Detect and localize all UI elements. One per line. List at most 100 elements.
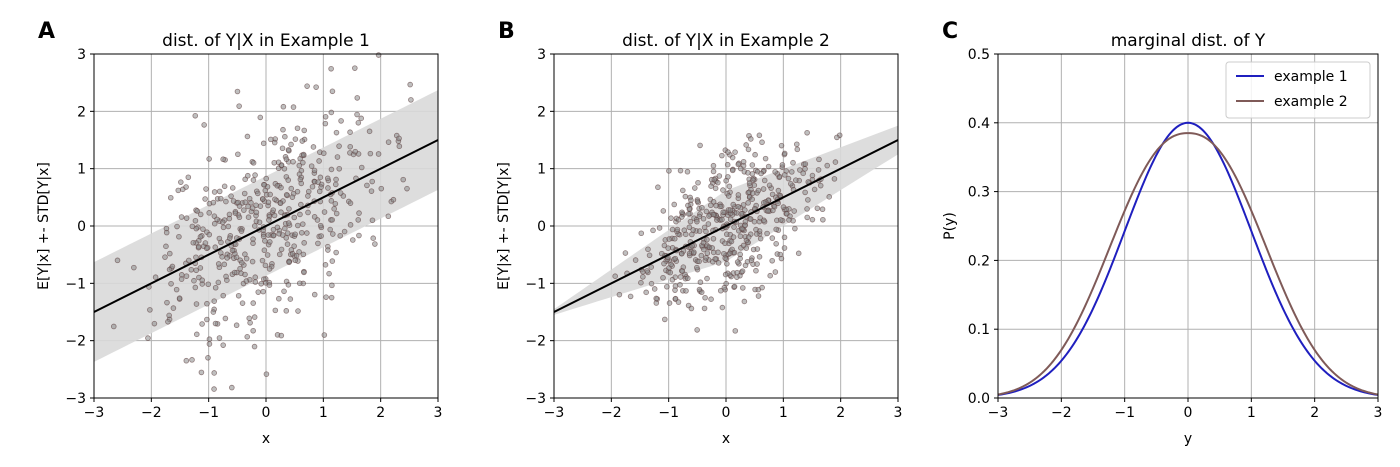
scatter-point — [215, 261, 222, 267]
scatter-point — [300, 251, 307, 258]
scatter-point — [261, 181, 267, 188]
scatter-point — [745, 234, 752, 240]
scatter-point — [685, 211, 692, 217]
scatter-point — [792, 225, 798, 232]
scatter-point — [696, 228, 703, 234]
scatter-point — [250, 160, 257, 166]
scatter-point — [164, 299, 170, 306]
scatter-point — [735, 192, 742, 198]
scatter-point — [218, 239, 224, 246]
scatter-point — [804, 214, 810, 221]
scatter-point — [708, 183, 714, 190]
scatter-point — [725, 193, 732, 199]
scatter-point — [356, 232, 362, 239]
scatter-point — [651, 286, 658, 292]
scatter-point — [321, 332, 328, 338]
scatter-point — [262, 238, 268, 244]
scatter-point — [271, 139, 278, 146]
scatter-point — [724, 261, 730, 267]
scatter-point — [713, 202, 719, 209]
scatter-point — [677, 274, 684, 280]
panel-b-x-tick: −1 — [658, 405, 679, 421]
scatter-point — [731, 249, 738, 256]
scatter-point — [802, 166, 808, 172]
scatter-point — [205, 281, 212, 288]
panel-a-mean-line — [93, 139, 439, 313]
scatter-point — [267, 239, 273, 245]
panel-a: A dist. of Y|X in Example 1 −3 −2 −1 0 1… — [36, 19, 442, 447]
scatter-point — [256, 219, 263, 226]
panel-c-x-tick: −1 — [1114, 405, 1135, 421]
scatter-point — [260, 233, 267, 240]
scatter-point — [186, 257, 192, 264]
scatter-point — [694, 198, 701, 205]
scatter-point — [740, 202, 747, 208]
scatter-point — [679, 250, 685, 257]
scatter-point — [834, 134, 840, 141]
scatter-point — [648, 280, 655, 287]
scatter-point — [719, 152, 725, 159]
scatter-point — [332, 181, 339, 188]
scatter-point — [767, 272, 773, 279]
scatter-point — [826, 194, 833, 200]
scatter-point — [315, 240, 321, 247]
scatter-point — [202, 240, 209, 246]
scatter-point — [709, 245, 715, 251]
scatter-point — [235, 292, 242, 299]
scatter-point — [224, 255, 230, 261]
scatter-point — [333, 176, 339, 183]
scatter-point — [722, 271, 729, 278]
scatter-point — [797, 167, 803, 173]
scatter-point — [304, 83, 310, 89]
scatter-point — [221, 261, 228, 268]
scatter-point — [225, 223, 232, 230]
scatter-point — [781, 234, 788, 241]
scatter-point — [680, 187, 686, 194]
scatter-point — [370, 235, 376, 242]
panel-b-mean-line — [553, 139, 899, 313]
scatter-point — [252, 274, 259, 280]
scatter-point — [725, 149, 731, 155]
panel-a-x-tick: 0 — [262, 405, 271, 421]
scatter-point — [215, 279, 222, 286]
scatter-point — [255, 289, 262, 295]
scatter-point — [390, 196, 397, 203]
panel-c-y-label: P(y) — [942, 212, 958, 240]
scatter-point — [758, 170, 764, 177]
scatter-point — [755, 187, 762, 194]
scatter-point — [677, 167, 684, 174]
scatter-point — [266, 282, 273, 288]
scatter-point — [706, 213, 712, 219]
scatter-point — [197, 265, 204, 271]
scatter-point — [338, 118, 344, 124]
scatter-point — [110, 323, 117, 330]
scatter-point — [737, 165, 744, 172]
scatter-point — [655, 184, 661, 191]
scatter-point — [753, 226, 759, 233]
panel-a-points — [110, 52, 414, 392]
scatter-point — [264, 252, 271, 258]
scatter-point — [804, 206, 810, 212]
scatter-point — [166, 266, 173, 273]
scatter-point — [214, 216, 220, 223]
scatter-point — [691, 249, 697, 256]
scatter-point — [666, 236, 672, 242]
scatter-point — [285, 147, 292, 153]
scatter-point — [145, 335, 151, 341]
scatter-point — [790, 159, 796, 166]
panel-a-title: dist. of Y|X in Example 1 — [162, 31, 370, 51]
scatter-point — [726, 183, 733, 190]
scatter-point — [764, 230, 770, 237]
scatter-point — [677, 282, 683, 288]
scatter-point — [226, 211, 233, 218]
scatter-point — [640, 274, 646, 280]
scatter-point — [352, 148, 359, 155]
scatter-point — [760, 199, 767, 206]
scatter-point — [250, 300, 257, 306]
scatter-point — [175, 187, 182, 194]
scatter-point — [294, 125, 301, 132]
scatter-point — [206, 336, 213, 343]
scatter-point — [260, 288, 266, 295]
panel-b-x-tick: −2 — [601, 405, 622, 421]
scatter-point — [329, 258, 336, 264]
